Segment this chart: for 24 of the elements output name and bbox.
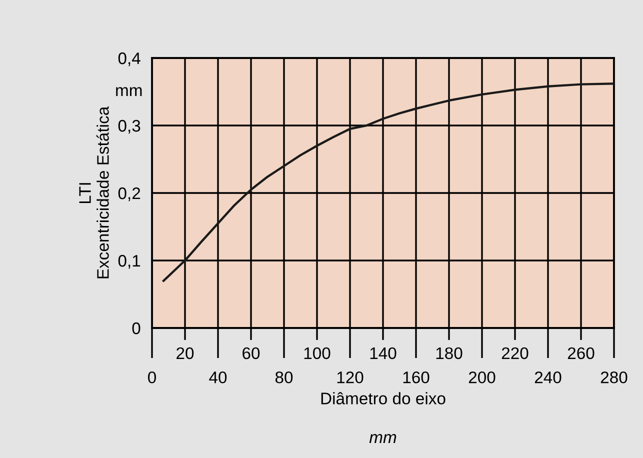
x2-tick-label: 100 (304, 347, 330, 360)
y-tick-label: 0,1 (118, 254, 140, 269)
x-tick-label: 0 (148, 371, 156, 384)
y-tick-label: 0,4 (118, 52, 140, 66)
x-tick-label: 160 (403, 371, 430, 384)
x2-tick-label: 140 (370, 347, 396, 360)
y-tick-label: 0 (132, 322, 140, 334)
x-tick-label: 120 (337, 371, 364, 384)
x2-tick-label: 20 (176, 347, 194, 360)
y-axis-title: LTI Excentricidade Estática (79, 106, 109, 278)
text: mm (369, 434, 396, 444)
text: mm (116, 87, 142, 96)
y-tick-label: 0,2 (118, 187, 140, 202)
x-tick-label: 280 (600, 371, 628, 384)
x-tick-label: 80 (275, 371, 293, 384)
x2-tick-label: 60 (242, 347, 260, 360)
y-tick-label: 0,3 (118, 120, 140, 134)
x2-tick-label: 260 (568, 347, 594, 360)
x-axis-title: Diâmetro do eixo (321, 392, 446, 404)
x-tick-label: 200 (468, 371, 496, 384)
x-tick-label: 240 (534, 371, 562, 384)
x2-tick-label: 220 (502, 347, 528, 360)
x-tick-label: 40 (209, 371, 227, 384)
x2-tick-label: 180 (436, 347, 462, 360)
